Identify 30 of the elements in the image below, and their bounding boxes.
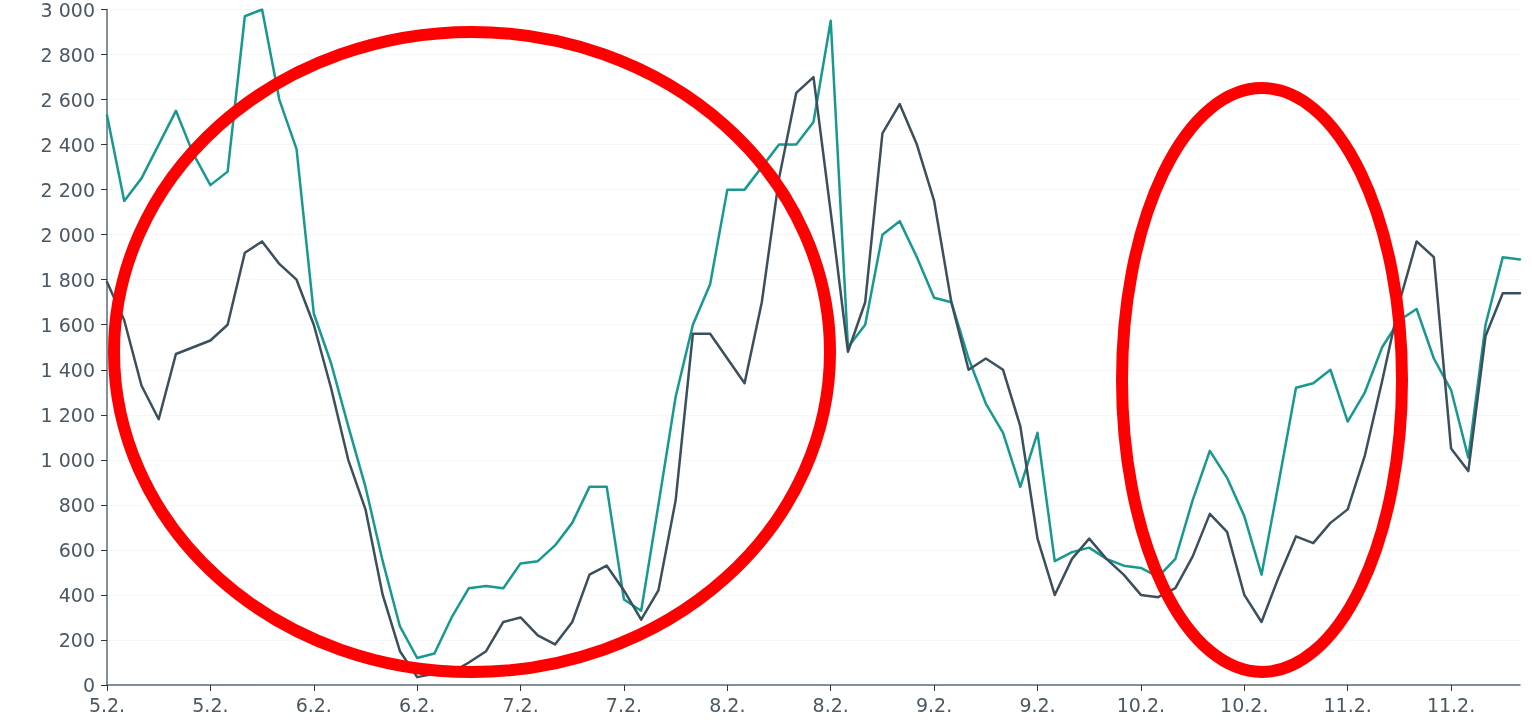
y-tick-label: 2 000 <box>40 223 95 246</box>
x-tick-label: 9.2. <box>915 693 953 716</box>
y-tick-label: 3 000 <box>40 0 95 21</box>
y-tick-label: 1 400 <box>40 358 95 381</box>
x-tick-label: 7.2. <box>605 693 643 716</box>
y-tick-label: 2 600 <box>40 88 95 111</box>
x-tick-label: 5.2. <box>192 693 229 716</box>
x-tick-label: 8.2. <box>812 693 849 716</box>
x-tick-label: 10.2. <box>1116 693 1166 716</box>
y-tick-label: 600 <box>58 538 95 561</box>
y-tick-label: 800 <box>58 493 95 516</box>
y-tick-label: 1 000 <box>40 448 95 471</box>
y-tick-label: 2 800 <box>40 43 95 66</box>
y-tick-label: 400 <box>58 583 95 606</box>
y-tick-label: 0 <box>82 674 95 696</box>
y-tick-label: 2 200 <box>40 178 95 201</box>
y-tick-label: 1 200 <box>40 403 95 426</box>
y-tick-label: 200 <box>58 628 95 651</box>
x-tick-label: 6.2. <box>399 693 436 716</box>
y-tick-label: 2 400 <box>40 133 95 156</box>
x-tick-label: 11.2. <box>1323 693 1372 716</box>
y-tick-label: 1 800 <box>40 268 95 291</box>
x-tick-label: 5.2. <box>88 693 126 716</box>
x-tick-label: 9.2. <box>1019 693 1056 716</box>
y-tick-label: 1 600 <box>40 313 95 336</box>
x-tick-label: 7.2. <box>502 693 539 716</box>
x-tick-label: 11.2. <box>1426 693 1476 716</box>
x-tick-label: 6.2. <box>295 693 332 716</box>
x-tick-label: 8.2. <box>709 693 746 716</box>
x-tick-label: 10.2. <box>1220 693 1269 716</box>
